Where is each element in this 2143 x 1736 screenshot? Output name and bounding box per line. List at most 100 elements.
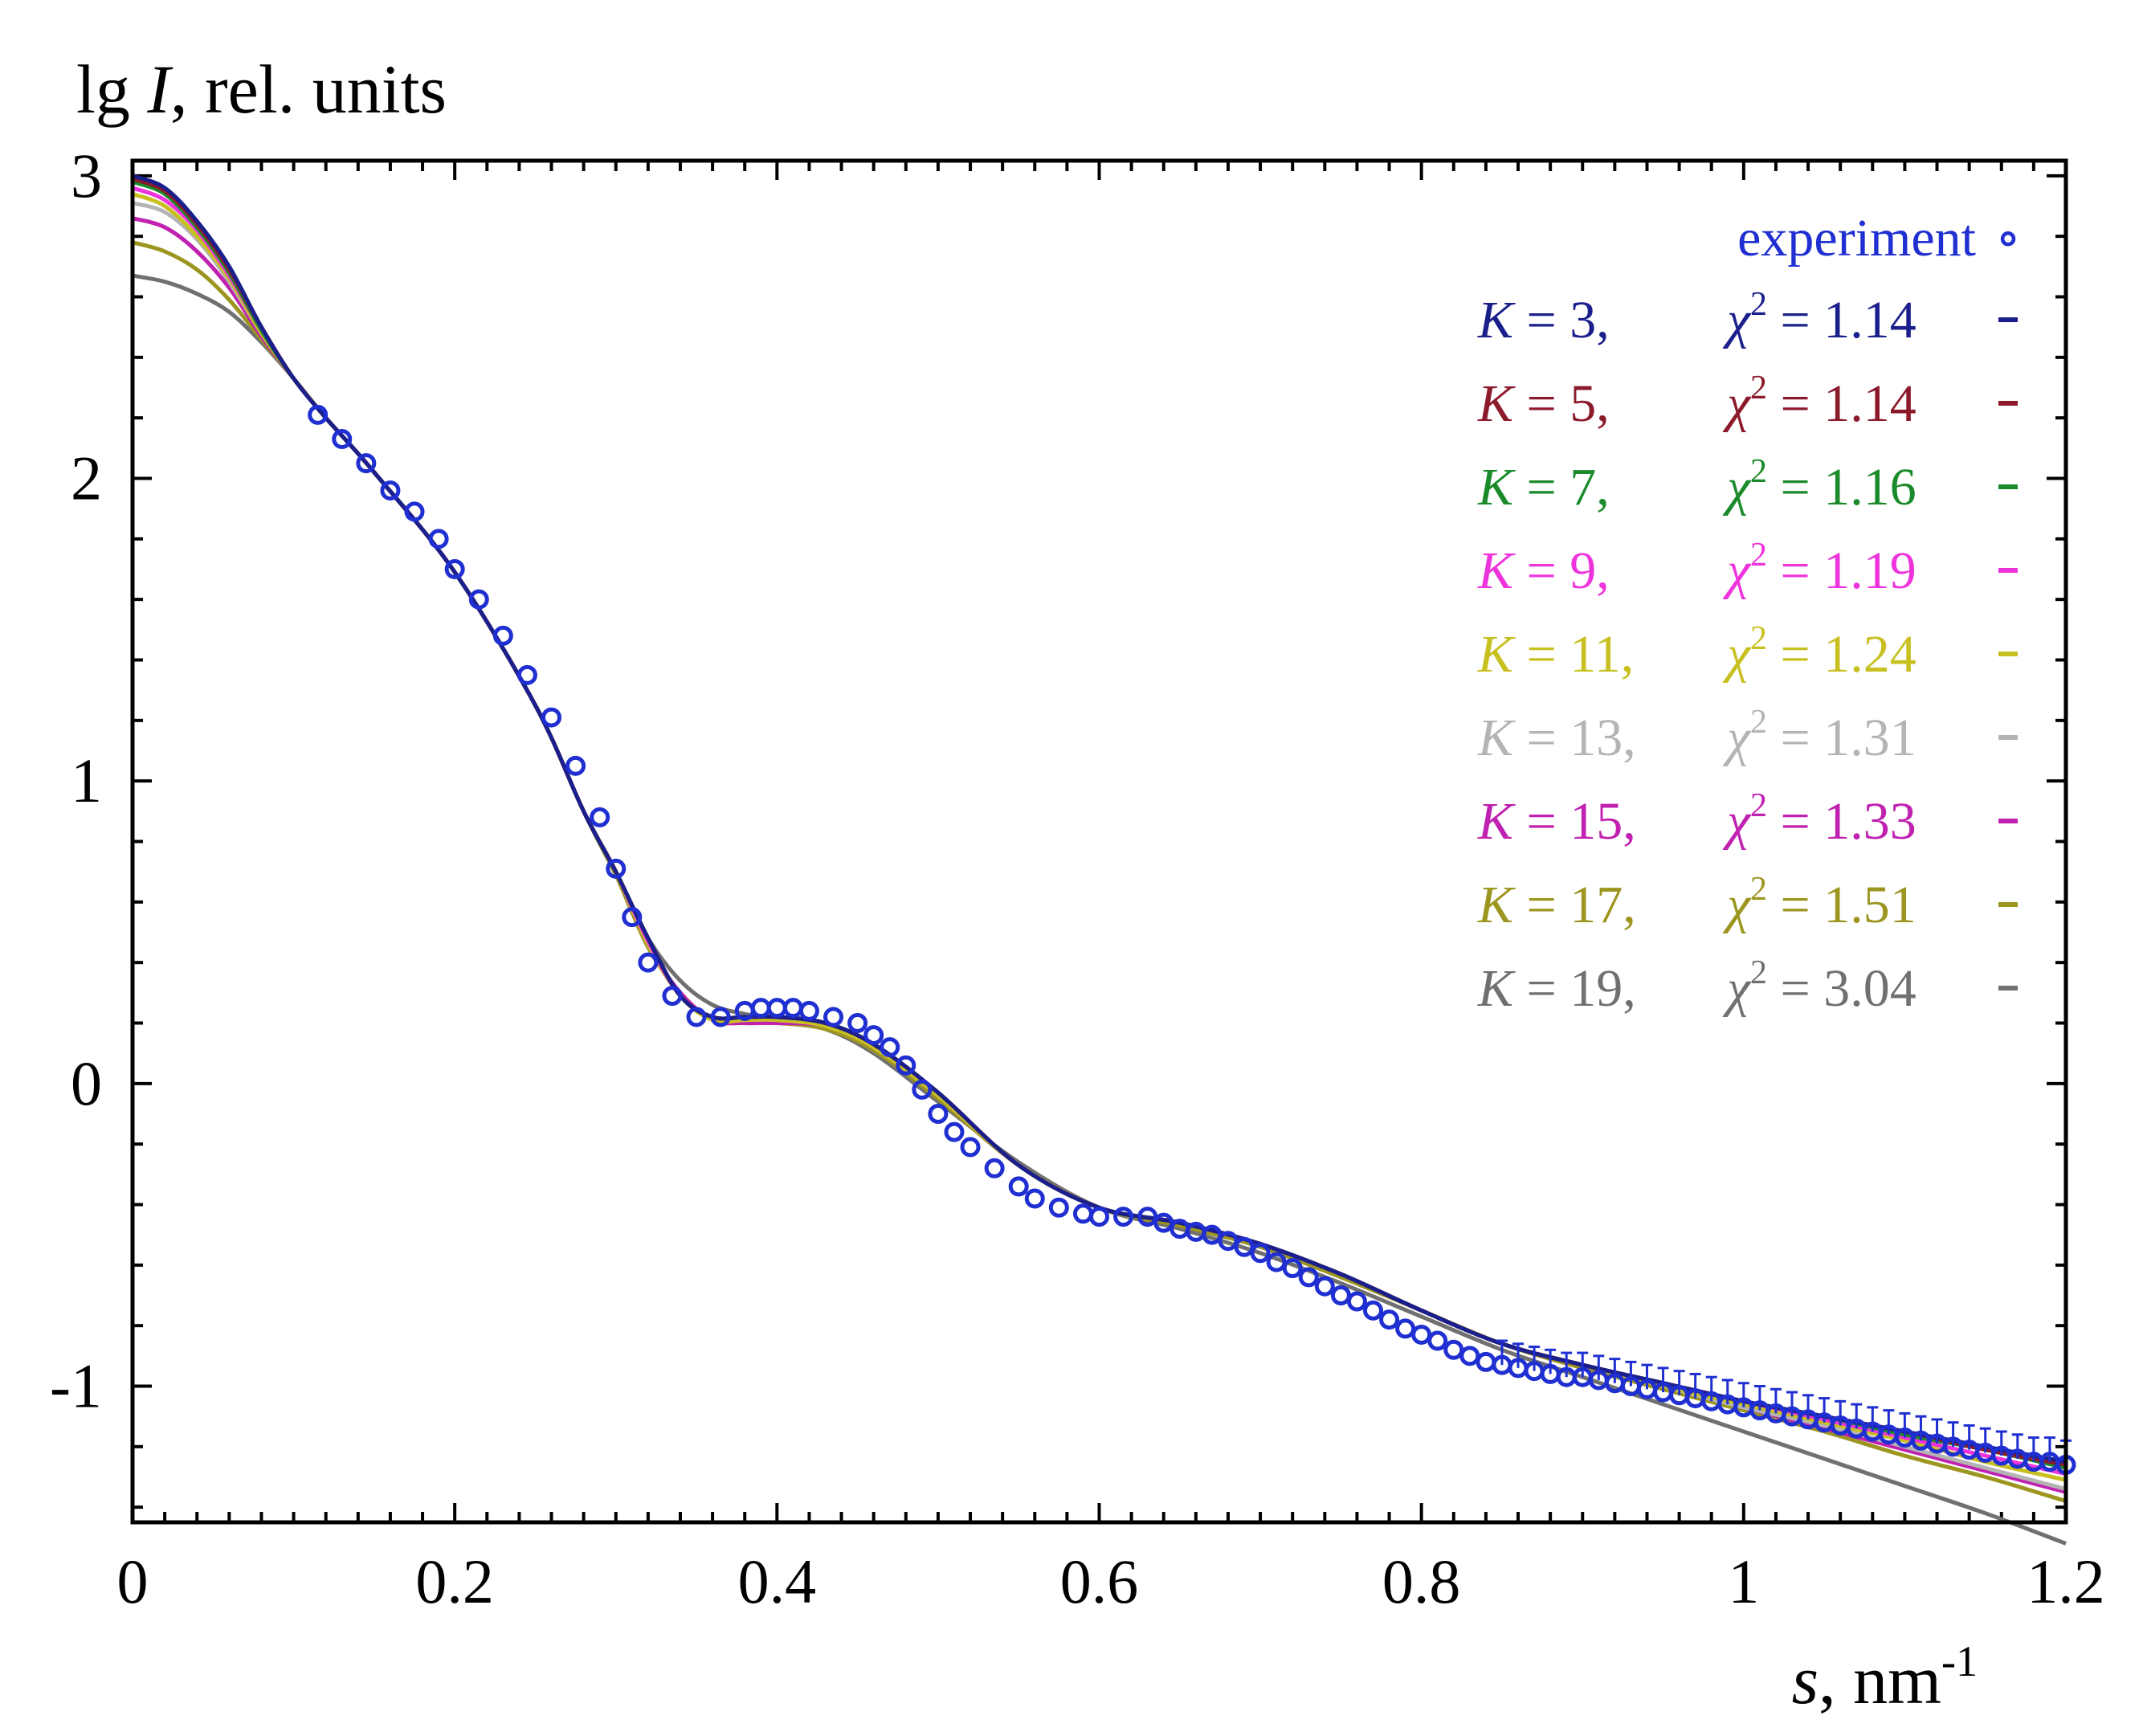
plot-frame [130, 158, 2068, 1525]
legend-k-text: K = 13, [1477, 709, 1636, 767]
legend-chi2-text: χ2 = 1.14 [1722, 370, 1916, 433]
legend-item-k19: K = 19, χ2 = 3.04 [1477, 954, 2018, 1018]
y-tick-label: 0 [71, 1048, 102, 1118]
y-axis-title-suffix: , rel. units [170, 51, 447, 128]
experiment-point [638, 952, 659, 973]
experiment-point [1362, 1300, 1383, 1321]
legend-k-text: K = 3, [1477, 291, 1610, 349]
experiment-point [823, 1007, 844, 1027]
legend-experiment-marker: ∘ [1995, 209, 2021, 268]
experiment-point [944, 1121, 965, 1142]
experiment-point [1089, 1207, 1109, 1227]
y-tick-label: 3 [71, 141, 102, 210]
experiment-point [912, 1079, 933, 1100]
experiment-point [1048, 1197, 1069, 1218]
x-tick-label: 0 [117, 1546, 149, 1616]
experiment-point [662, 986, 683, 1007]
y-axis-title: lg I, rel. units [76, 51, 447, 128]
experiment-point [1137, 1207, 1158, 1227]
legend-item-k3: K = 3, χ2 = 1.14 [1477, 286, 2018, 349]
experiment-point [622, 907, 643, 928]
experiment-point [1314, 1276, 1335, 1297]
experiment-point [380, 480, 401, 501]
x-tick-label: 1.2 [2027, 1546, 2105, 1616]
x-axis-title-var: s [1792, 1641, 1818, 1718]
legend-chi2-text: χ2 = 1.24 [1722, 620, 1916, 684]
experiment-point [1346, 1291, 1367, 1312]
experiment-point [863, 1025, 884, 1046]
experiment-points [308, 404, 2076, 1475]
legend-chi2-text: χ2 = 1.51 [1722, 871, 1916, 934]
experiment-point [1282, 1258, 1303, 1279]
x-tick-label: 0.6 [1060, 1546, 1139, 1616]
experiment-point [1113, 1207, 1134, 1227]
experiment-point [444, 559, 465, 579]
experiment-point [928, 1104, 949, 1124]
y-tick-label: -1 [50, 1351, 102, 1421]
experiment-point [332, 429, 353, 450]
legend-k-text: K = 11, [1477, 625, 1634, 684]
experiment-point [606, 858, 627, 879]
x-axis-title-unit: , nm [1818, 1641, 1941, 1718]
legend-item-k13: K = 13, χ2 = 1.31 [1477, 704, 2018, 767]
experiment-point [896, 1055, 916, 1076]
experiment-point [1443, 1339, 1464, 1360]
experiment-point [798, 1000, 819, 1021]
experiment-point [308, 404, 329, 425]
y-tick-label: 1 [71, 745, 102, 815]
experiment-point [1330, 1285, 1351, 1305]
experiment-point [1072, 1203, 1093, 1224]
experiment-point [492, 625, 513, 646]
experiment-point [590, 807, 610, 827]
experiment-point [1202, 1224, 1223, 1245]
x-tick-label: 0.8 [1382, 1546, 1461, 1616]
x-tick-label: 0.2 [415, 1546, 494, 1616]
experiment-point [880, 1037, 900, 1058]
experiment-point [766, 998, 787, 1019]
experiment-point [1024, 1188, 1045, 1209]
experiment-point [1298, 1267, 1319, 1288]
legend-chi2-text: χ2 = 1.19 [1722, 537, 1916, 600]
x-axis-title-exp: -1 [1941, 1637, 1978, 1685]
experiment-point [1476, 1351, 1496, 1372]
y-tick-label: 2 [71, 443, 102, 513]
legend-item-k7: K = 7, χ2 = 1.16 [1477, 453, 2018, 517]
legend-k-text: K = 19, [1477, 959, 1636, 1018]
experiment-point [516, 664, 537, 685]
experiment-point [404, 501, 425, 522]
experiment-point [541, 707, 562, 728]
experiment-point [1250, 1243, 1271, 1264]
experiment-point [1395, 1318, 1416, 1339]
experiment-point [565, 755, 586, 776]
legend-item-k11: K = 11, χ2 = 1.24 [1477, 620, 2018, 684]
tick-labels: 0 0.2 0.4 0.6 0.8 1 1.2 3 2 1 0 -1 [50, 141, 2105, 1616]
legend-item-k17: K = 17, χ2 = 1.51 [1477, 871, 2018, 934]
experiment-point [1218, 1231, 1239, 1252]
legend-chi2-text: χ2 = 3.04 [1722, 954, 1916, 1018]
x-axis-title: s, nm-1 [1792, 1637, 1978, 1718]
y-axis-title-prefix: lg [76, 51, 147, 128]
legend-k-text: K = 15, [1477, 792, 1636, 851]
x-tick-label: 1 [1728, 1546, 1759, 1616]
experiment-point [1153, 1212, 1174, 1233]
legend-item-k5: K = 5, χ2 = 1.14 [1477, 370, 2018, 433]
legend-chi2-text: χ2 = 1.31 [1722, 704, 1916, 767]
y-axis-title-var: I [146, 51, 173, 128]
experiment-point [686, 1007, 707, 1027]
legend-k-text: K = 9, [1477, 541, 1610, 600]
experiment-point [1427, 1330, 1448, 1351]
experiment-point [428, 529, 449, 549]
experiment-point [710, 1007, 731, 1027]
legend-item-k15: K = 15, χ2 = 1.33 [1477, 787, 2018, 851]
legend-chi2-text: χ2 = 1.16 [1722, 453, 1916, 517]
legend-k-text: K = 17, [1477, 876, 1636, 934]
experiment-point [1234, 1236, 1255, 1257]
legend-chi2-text: χ2 = 1.33 [1722, 787, 1916, 851]
legend-k-text: K = 7, [1477, 458, 1610, 517]
experiment-point [1266, 1252, 1287, 1272]
experiment-point [1459, 1346, 1480, 1366]
experiment-point [356, 453, 377, 474]
experiment-point [1008, 1176, 1029, 1197]
experiment-point [750, 998, 771, 1019]
